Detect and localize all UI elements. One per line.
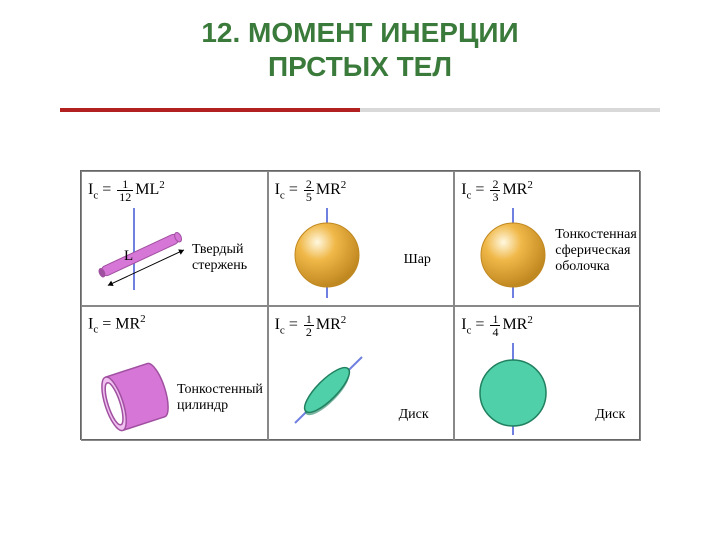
shape-label: Твердыйстержень [192, 242, 247, 274]
shape-label: Диск [399, 407, 429, 423]
shape-label: Диск [595, 407, 625, 423]
inertia-grid: Ic = 112ML2 L ТвердыйстерженьIc = 25MR2 [80, 170, 640, 440]
grid-cell: Ic = MR2 Тонкостенныйцилиндр [81, 306, 268, 441]
title-line2: ПРСТЫХ ТЕЛ [0, 50, 720, 84]
shape-label: Шар [404, 252, 431, 268]
page-title: 12. МОМЕНТ ИНЕРЦИИ ПРСТЫХ ТЕЛ [0, 0, 720, 83]
grid-cell: Ic = 14MR2 Диск [454, 306, 641, 441]
inertia-formula: Ic = MR2 [88, 313, 146, 336]
shape-label: Тонкостеннаясферическаяоболочка [555, 227, 637, 275]
shape-label: Тонкостенныйцилиндр [177, 382, 263, 414]
title-divider [60, 108, 660, 112]
grid-cell: Ic = 25MR2 Шар [268, 171, 455, 306]
grid-cell: Ic = 12MR2 Диск [268, 306, 455, 441]
svg-text:L: L [124, 248, 133, 264]
grid-cell: Ic = 112ML2 L Твердыйстержень [81, 171, 268, 306]
grid-cell: Ic = 23MR2 Тонкостеннаясферическаяоболоч… [454, 171, 641, 306]
title-line1: 12. МОМЕНТ ИНЕРЦИИ [0, 16, 720, 50]
